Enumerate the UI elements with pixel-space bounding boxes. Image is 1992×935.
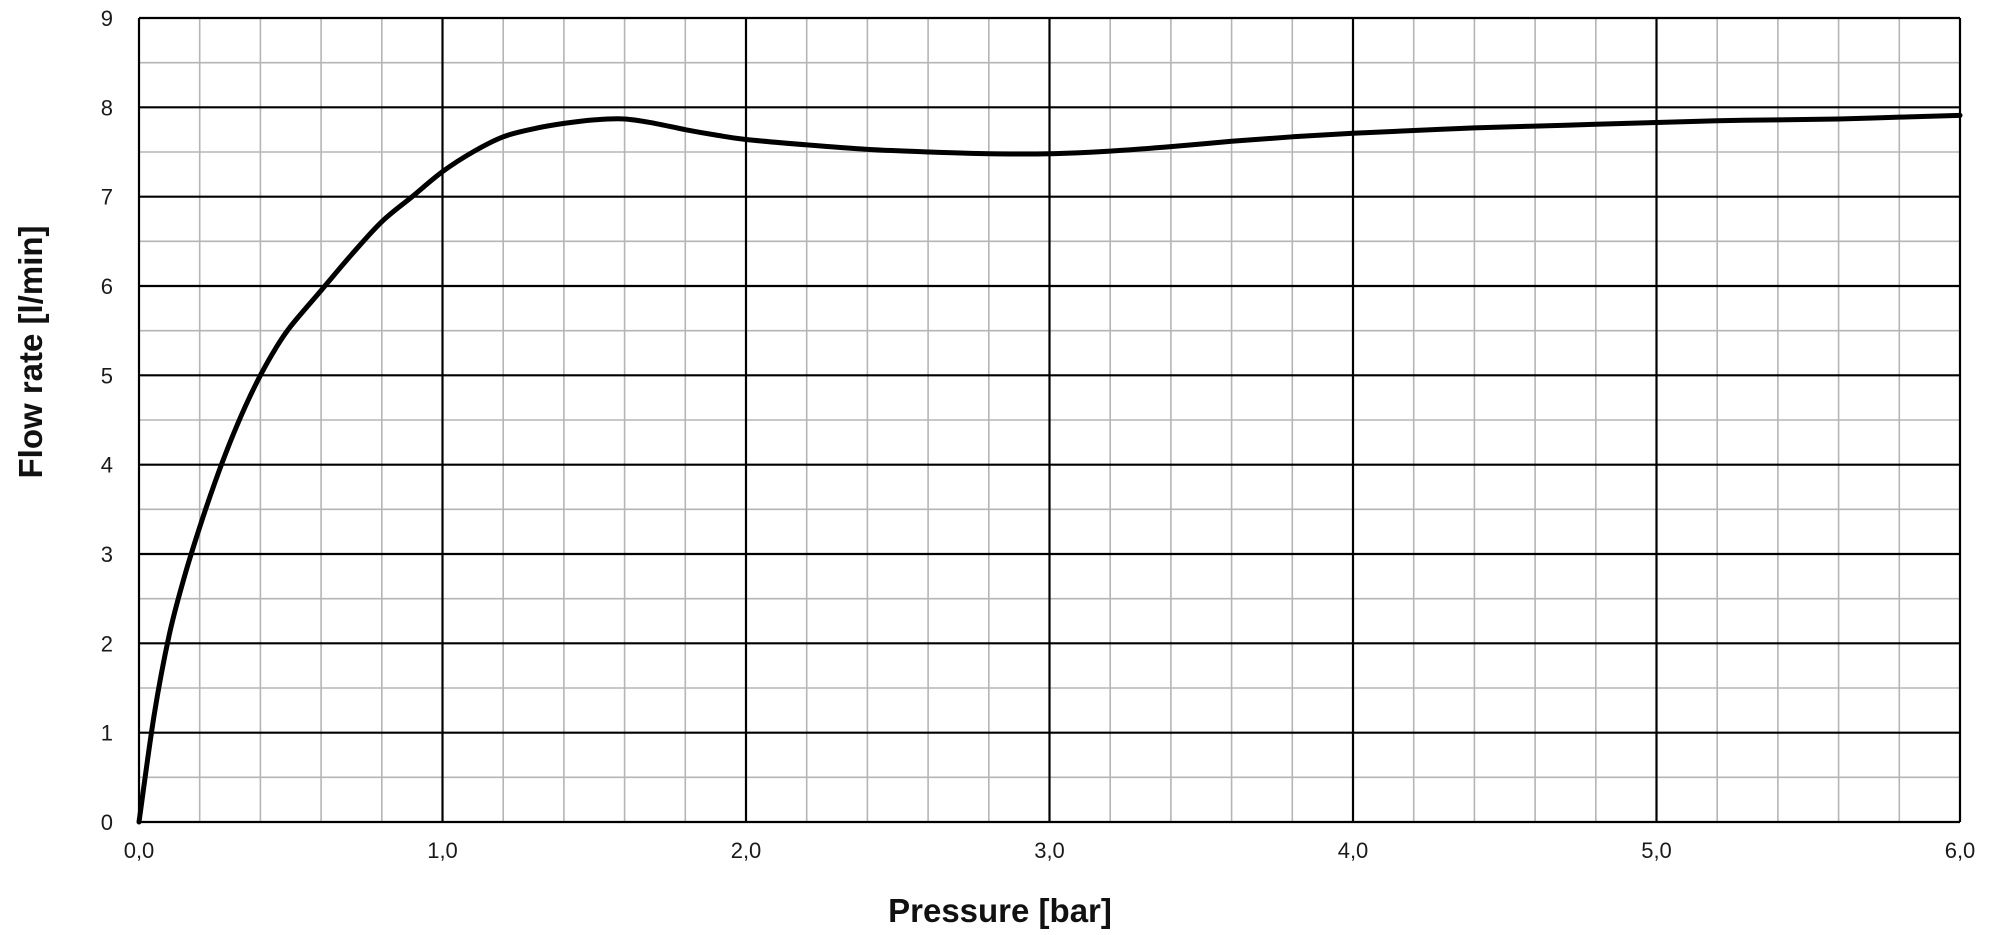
flow-rate-series-line (136, 112, 1963, 825)
y-axis-title: Flow rate [l/min] (12, 225, 49, 478)
y-tick-label: 9 (101, 6, 113, 31)
series-layer (136, 112, 1963, 825)
y-tick-label: 7 (101, 185, 113, 210)
x-axis-title: Pressure [bar] (888, 892, 1112, 929)
x-axis-ticks: 0,0 1,0 2,0 3,0 4,0 5,0 6,0 (124, 838, 1976, 863)
y-tick-label: 2 (101, 631, 113, 656)
x-tick-label: 2,0 (731, 838, 762, 863)
major-gridlines (137, 16, 1962, 824)
y-tick-label: 1 (101, 721, 113, 746)
x-tick-label: 0,0 (124, 838, 155, 863)
x-tick-label: 6,0 (1945, 838, 1976, 863)
x-tick-label: 1,0 (427, 838, 458, 863)
y-tick-label: 8 (101, 95, 113, 120)
y-tick-label: 4 (101, 453, 113, 478)
y-tick-label: 3 (101, 542, 113, 567)
x-tick-label: 4,0 (1338, 838, 1369, 863)
y-tick-label: 0 (101, 810, 113, 835)
y-tick-label: 6 (101, 274, 113, 299)
x-tick-label: 5,0 (1641, 838, 1672, 863)
x-tick-label: 3,0 (1034, 838, 1065, 863)
y-axis-ticks: 0 1 2 3 4 5 6 7 8 9 (101, 6, 113, 835)
y-tick-label: 5 (101, 363, 113, 388)
